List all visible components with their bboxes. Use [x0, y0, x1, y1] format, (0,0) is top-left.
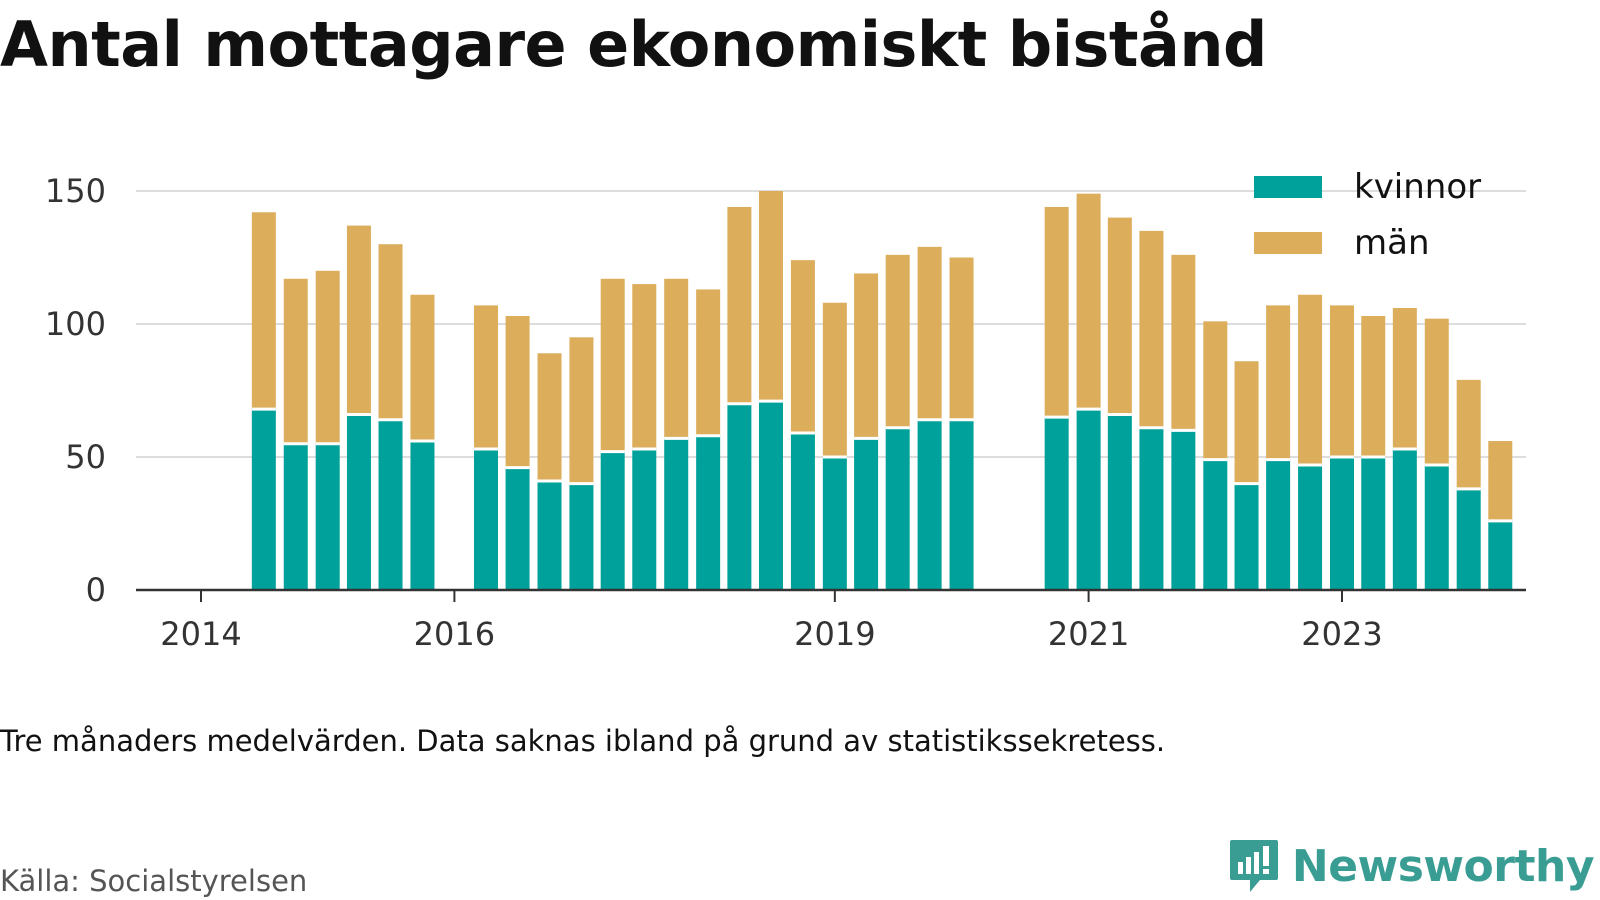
bar-kvinnor[interactable]: [917, 419, 942, 590]
bar-kvinnor[interactable]: [727, 403, 752, 590]
axes: 0 50 100 150 2014 2016 2019 2021 2023: [45, 172, 1526, 653]
chart-title: Antal mottagare ekonomiskt bistånd: [0, 8, 1267, 81]
bar-man[interactable]: [378, 244, 403, 420]
legend-swatch-man: [1254, 232, 1322, 254]
bar-man[interactable]: [822, 302, 847, 457]
bar-man[interactable]: [1488, 441, 1513, 521]
bar-kvinnor[interactable]: [1330, 457, 1354, 590]
bar-man[interactable]: [1456, 379, 1481, 489]
bar-man[interactable]: [1044, 206, 1069, 418]
x-tick-label: 2023: [1301, 615, 1382, 653]
bar-man[interactable]: [790, 260, 815, 434]
bar-kvinnor[interactable]: [251, 409, 276, 590]
bar-man[interactable]: [1330, 305, 1354, 457]
bar-kvinnor[interactable]: [758, 401, 783, 590]
x-tick-label: 2021: [1048, 615, 1129, 653]
bar-kvinnor[interactable]: [822, 457, 847, 590]
y-tick-label: 100: [45, 305, 106, 343]
bar-kvinnor[interactable]: [346, 414, 371, 590]
bar-kvinnor[interactable]: [1234, 483, 1259, 590]
bar-man[interactable]: [696, 289, 721, 436]
bar-man[interactable]: [346, 225, 371, 415]
legend-label[interactable]: kvinnor: [1354, 167, 1481, 207]
bar-kvinnor[interactable]: [1203, 459, 1228, 590]
bar-kvinnor[interactable]: [1361, 457, 1386, 590]
newsworthy-logo-icon: [1229, 840, 1278, 892]
bar-man[interactable]: [758, 191, 783, 402]
bar-man[interactable]: [569, 337, 594, 484]
bar-kvinnor[interactable]: [1424, 464, 1449, 590]
bar-man[interactable]: [1076, 193, 1101, 410]
bar-kvinnor[interactable]: [569, 483, 594, 590]
bar-man[interactable]: [410, 294, 435, 442]
bar-kvinnor[interactable]: [1266, 459, 1291, 590]
bar-man[interactable]: [1266, 305, 1291, 460]
bar-man[interactable]: [1424, 318, 1449, 465]
bar-kvinnor[interactable]: [378, 419, 403, 590]
bar-kvinnor[interactable]: [283, 443, 308, 590]
bar-kvinnor[interactable]: [537, 480, 562, 590]
bar-kvinnor[interactable]: [696, 435, 721, 590]
bar-man[interactable]: [315, 270, 340, 444]
source-credit: Källa: Socialstyrelsen: [0, 864, 308, 898]
bar-kvinnor[interactable]: [473, 449, 498, 590]
bar-kvinnor[interactable]: [1076, 409, 1101, 590]
bar-kvinnor[interactable]: [664, 438, 689, 590]
x-tick-label: 2016: [414, 615, 495, 653]
bar-kvinnor[interactable]: [1044, 417, 1069, 590]
bar-kvinnor[interactable]: [632, 449, 657, 590]
bar-kvinnor[interactable]: [410, 441, 435, 590]
bar-kvinnor[interactable]: [1139, 427, 1164, 590]
bar-kvinnor[interactable]: [1107, 414, 1132, 590]
bar-man[interactable]: [1298, 294, 1323, 465]
bar-man[interactable]: [664, 278, 689, 439]
bar-kvinnor[interactable]: [600, 451, 625, 590]
bar-man[interactable]: [854, 273, 879, 439]
bar-man[interactable]: [1107, 217, 1132, 415]
bar-man[interactable]: [917, 246, 942, 420]
bar-man[interactable]: [251, 212, 276, 410]
bar-man[interactable]: [885, 254, 910, 428]
bar-man[interactable]: [1234, 361, 1259, 484]
stacked-bar-chart: 0 50 100 150 2014 2016 2019 2021 2023 kvinnor män: [44, 0, 1544, 653]
y-tick-label: 50: [65, 438, 106, 476]
legend-swatch-kvinnor: [1254, 176, 1322, 198]
bar-kvinnor[interactable]: [1456, 488, 1481, 590]
bar-kvinnor[interactable]: [1392, 449, 1417, 590]
bar-kvinnor[interactable]: [1171, 430, 1196, 590]
bar-kvinnor[interactable]: [790, 433, 815, 590]
x-tick-label: 2019: [794, 615, 875, 653]
bar-man[interactable]: [283, 278, 308, 444]
newsworthy-logo[interactable]: Newsworthy: [1228, 838, 1595, 894]
bar-kvinnor[interactable]: [885, 427, 910, 590]
bar-man[interactable]: [1361, 316, 1386, 457]
bar-kvinnor[interactable]: [854, 438, 879, 590]
bar-kvinnor[interactable]: [315, 443, 340, 590]
bar-kvinnor[interactable]: [949, 419, 974, 590]
bar-man[interactable]: [600, 278, 625, 452]
bar-man[interactable]: [1203, 321, 1228, 460]
bar-man[interactable]: [473, 305, 498, 450]
bar-man[interactable]: [1392, 308, 1417, 450]
bar-man[interactable]: [1139, 230, 1164, 428]
legend[interactable]: kvinnor män: [1254, 167, 1481, 263]
bar-man[interactable]: [1171, 254, 1196, 431]
legend-label[interactable]: män: [1354, 223, 1430, 263]
bars: [251, 0, 1544, 590]
bar-kvinnor[interactable]: [1298, 464, 1323, 590]
bar-man[interactable]: [505, 316, 530, 468]
bar-kvinnor[interactable]: [1488, 520, 1513, 590]
brand-name: Newsworthy: [1291, 840, 1595, 892]
bar-man[interactable]: [727, 206, 752, 404]
chart-note: Tre månaders medelvärden. Data saknas ib…: [0, 724, 1166, 758]
bar-kvinnor[interactable]: [505, 467, 530, 590]
bar-man[interactable]: [632, 284, 657, 450]
bar-man[interactable]: [949, 257, 974, 420]
y-tick-label: 0: [86, 571, 106, 609]
y-tick-label: 150: [45, 172, 106, 210]
bar-man[interactable]: [537, 353, 562, 481]
x-tick-label: 2014: [160, 615, 241, 653]
